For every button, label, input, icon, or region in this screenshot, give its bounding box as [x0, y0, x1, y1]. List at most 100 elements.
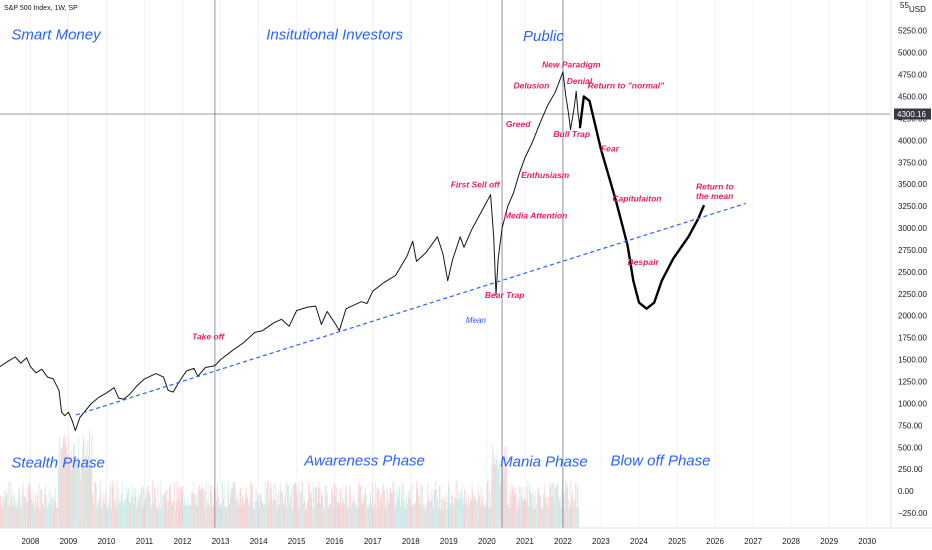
volume-bar — [197, 490, 199, 528]
volume-bar — [454, 498, 456, 528]
current-price-label: 4300.16 — [897, 110, 926, 119]
volume-bar — [49, 505, 51, 528]
volume-bar — [240, 487, 242, 528]
volume-bar — [275, 482, 277, 528]
volume-bar — [270, 483, 271, 528]
volume-bar — [366, 506, 368, 528]
volume-bar — [162, 495, 164, 528]
volume-bar — [558, 502, 560, 528]
phase-dividers — [214, 0, 564, 528]
volume-bar — [330, 503, 332, 528]
volume-bar — [511, 488, 513, 528]
y-tick-label: 1250.00 — [898, 378, 927, 387]
volume-bar — [98, 499, 100, 528]
volume-bar — [425, 509, 427, 528]
volume-bar — [499, 465, 500, 528]
volume-bar — [437, 496, 439, 528]
y-tick-label: 5000.00 — [898, 49, 927, 58]
x-tick-label: 2025 — [668, 537, 686, 546]
volume-bar — [378, 488, 379, 528]
volume-bar — [519, 505, 521, 528]
volume-bar — [94, 482, 96, 528]
volume-bar — [199, 483, 201, 528]
volume-bar — [46, 501, 48, 528]
volume-bar — [363, 500, 365, 528]
volume-bar — [136, 501, 138, 528]
volume-bar — [9, 506, 11, 528]
volume-bar — [180, 487, 182, 528]
volume-bar — [441, 498, 443, 528]
time-grid — [29, 0, 868, 528]
volume-bar — [104, 503, 106, 528]
volume-bar — [140, 486, 142, 528]
volume-bar — [416, 487, 418, 528]
volume-bar — [567, 487, 569, 528]
volume-bar — [175, 500, 177, 528]
y-tick-label: 3000.00 — [898, 224, 927, 233]
volume-bar — [111, 480, 113, 528]
volume-bar — [79, 465, 81, 528]
volume-bar — [431, 489, 433, 528]
volume-bar — [165, 500, 167, 528]
volume-bar — [476, 502, 478, 528]
volume-bar — [375, 506, 377, 528]
volume-bar — [309, 492, 311, 528]
volume-bar — [160, 509, 162, 528]
volume-bar — [508, 504, 510, 528]
current-price-marker[interactable]: 4300.16 — [894, 108, 931, 120]
volume-bar — [479, 505, 481, 528]
volume-bar — [271, 499, 273, 528]
volume-bar — [72, 457, 74, 528]
volume-bar — [19, 487, 20, 528]
volume-bar — [483, 507, 485, 528]
volume-bar — [446, 494, 448, 528]
volume-bar — [473, 495, 475, 528]
phase-label: Mania Phase — [500, 454, 588, 471]
volume-bar — [308, 482, 309, 528]
annotation-label: Fear — [601, 144, 620, 154]
volume-bar — [445, 500, 446, 528]
volume-bar — [174, 509, 176, 528]
volume-bar — [343, 501, 344, 528]
volume-bar — [29, 487, 31, 528]
volume-bar — [353, 494, 355, 528]
phase-labels: Smart Money Insitutional Investors Public S… — [11, 26, 710, 471]
volume-bar — [247, 502, 249, 528]
volume-bar — [117, 488, 119, 528]
volume-bar — [25, 502, 27, 528]
volume-bar — [63, 436, 65, 528]
volume-bar — [235, 487, 236, 528]
volume-bar — [545, 498, 547, 528]
volume-bar — [157, 483, 159, 528]
volume-bar — [169, 486, 171, 528]
volume-bar — [336, 487, 338, 528]
volume-bar — [186, 505, 188, 528]
volume-bar — [371, 504, 373, 528]
volume-bar — [292, 484, 294, 528]
volume-bar — [263, 503, 265, 528]
volume-bar — [80, 458, 82, 528]
volume-bar — [68, 436, 70, 528]
volume-bar — [161, 493, 163, 528]
volume-bar — [381, 490, 383, 528]
volume-bar — [105, 507, 107, 528]
volume-bar — [279, 481, 281, 528]
volume-bar — [348, 509, 350, 528]
x-tick-label: 2015 — [288, 537, 306, 546]
volume-bar — [216, 482, 218, 528]
volume-bar — [321, 493, 323, 528]
volume-bar — [561, 490, 563, 528]
volume-bar — [410, 499, 411, 528]
volume-bar — [241, 494, 243, 528]
volume-bar — [386, 487, 388, 528]
volume-bar — [360, 485, 362, 528]
y-tick-label: 1000.00 — [898, 399, 927, 408]
volume-bar — [256, 500, 258, 528]
volume-bar — [138, 500, 140, 528]
volume-bar — [349, 488, 351, 528]
volume-bar — [241, 505, 243, 528]
volume-bar — [310, 497, 312, 528]
volume-bar — [234, 482, 236, 528]
y-tick-label: 2500.00 — [898, 268, 927, 277]
volume-bar — [560, 507, 562, 528]
